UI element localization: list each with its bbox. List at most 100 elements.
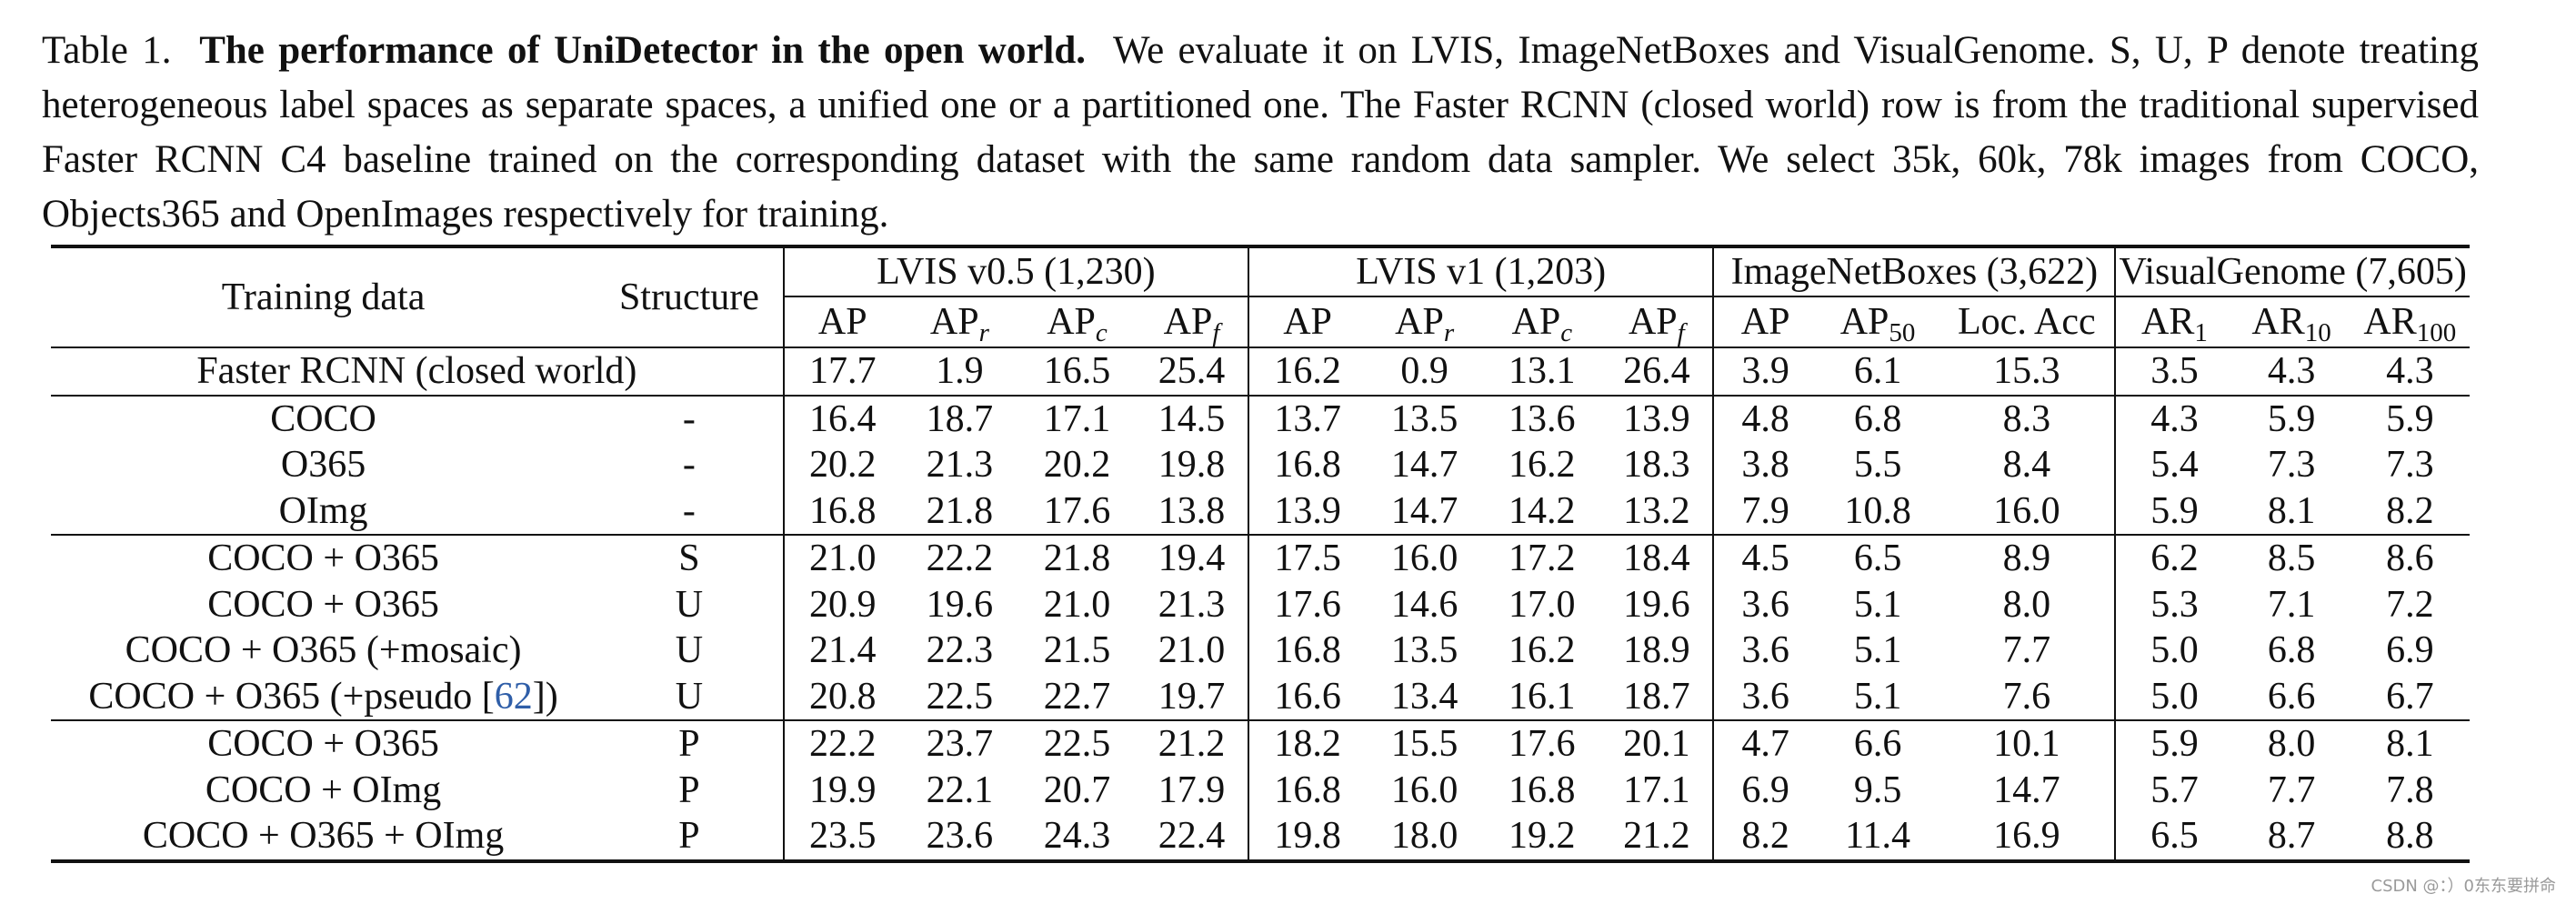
cell-value: 13.7 <box>1274 397 1341 440</box>
cell-value: 11.4 <box>1845 815 1911 858</box>
cell-value: 13.5 <box>1390 629 1458 672</box>
cell-value: 3.8 <box>1741 444 1789 487</box>
cell-value: 8.3 <box>1939 395 2117 442</box>
cell-value: 21.8 <box>926 489 994 532</box>
cell-value: 14.5 <box>1136 395 1250 442</box>
col-header: APr <box>929 301 989 347</box>
cell-value: 10.8 <box>1844 489 1911 532</box>
cell-value: 21.0 <box>1136 628 1250 674</box>
cell-value: 5.1 <box>1853 583 1902 626</box>
caption-label: Table 1. <box>42 29 172 72</box>
cell-value: 19.8 <box>1136 442 1250 488</box>
col-header: APf <box>1136 296 1250 347</box>
cell-value: 7.3 <box>2386 444 2434 487</box>
cell-value: 23.5 <box>809 815 877 858</box>
cell-structure: - <box>596 487 785 535</box>
cell-training-data: COCO + O365 + OImg <box>142 815 505 858</box>
cell-value: 18.2 <box>1274 723 1341 766</box>
cell-value: 8.9 <box>1939 535 2117 582</box>
cell-value: 16.6 <box>1274 675 1341 718</box>
cell-value: 5.9 <box>2386 397 2434 440</box>
cell-value: 14.2 <box>1509 489 1576 532</box>
cell-value: 6.9 <box>1741 768 1789 811</box>
cell-value: 5.1 <box>1853 629 1902 672</box>
header-training-data: Training data <box>221 276 426 318</box>
cell-value: 19.6 <box>1600 581 1715 628</box>
cell-value: 8.4 <box>1939 442 2117 488</box>
header-group-visualgenome: VisualGenome (7,605) <box>2115 246 2470 297</box>
col-header: AP <box>1740 301 1790 343</box>
cell-value: 21.2 <box>1136 720 1250 768</box>
cell-value: 21.2 <box>1600 813 1715 861</box>
cell-value: 22.7 <box>1043 675 1111 718</box>
cell-value: 17.9 <box>1136 767 1250 813</box>
cell-value: 25.4 <box>1136 347 1250 396</box>
cell-value: 7.2 <box>2386 583 2434 626</box>
cell-value: 22.2 <box>809 723 877 766</box>
table-row: O365-20.2 21.3 20.2 19.8 16.8 14.7 16.2 18.3 3.8… <box>51 442 2470 488</box>
citation-link[interactable]: 62 <box>494 675 533 718</box>
cell-value: 17.6 <box>1509 723 1576 766</box>
col-header: APr <box>1395 301 1455 347</box>
table-row: COCO + O365 (+mosaic) U 21.4 22.3 21.5 21.0 16… <box>51 628 2470 674</box>
cell-training-data: COCO + O365 <box>207 537 439 580</box>
cell-value: 17.1 <box>1043 397 1111 440</box>
cell-value: 13.6 <box>1509 397 1576 440</box>
cell-training-data: COCO + O365 <box>207 723 439 766</box>
cell-value: 6.2 <box>2150 537 2199 580</box>
col-header: AR100 <box>2363 301 2457 347</box>
cell-value: 20.2 <box>1043 444 1111 487</box>
cell-value: 21.0 <box>1043 583 1111 626</box>
cell-value: 17.6 <box>1043 489 1111 532</box>
cell-value: 8.2 <box>1741 815 1789 858</box>
table-row: COCO + O365 + OImg P 23.5 23.6 24.3 22.4 19.8 1… <box>51 813 2470 861</box>
cell-value: 6.5 <box>2150 815 2199 858</box>
cell-value: 6.6 <box>1853 723 1902 766</box>
cell-value: 8.1 <box>2267 489 2316 532</box>
cell-structure: S <box>596 535 785 582</box>
cell-value: 10.1 <box>1939 720 2117 768</box>
cell-value: 16.5 <box>1043 350 1111 393</box>
cell-value: 5.7 <box>2150 768 2199 811</box>
cell-value: 18.9 <box>1600 628 1715 674</box>
cell-training-data: COCO + O365 (+pseudo [62]) <box>88 675 558 718</box>
cell-training-data: Faster RCNN (closed world) <box>51 347 785 396</box>
cell-value: 9.5 <box>1853 768 1902 811</box>
cell-value: 16.0 <box>1939 487 2117 535</box>
cell-structure: U <box>596 628 785 674</box>
cell-value: 5.1 <box>1853 675 1902 718</box>
cell-value: 14.6 <box>1390 583 1458 626</box>
cell-value: 20.9 <box>809 583 877 626</box>
cell-value: 4.7 <box>1741 723 1789 766</box>
cell-training-data: COCO + OImg <box>205 768 442 811</box>
cell-value: 5.5 <box>1853 444 1902 487</box>
table-row: OImg -16.8 21.8 17.6 13.8 13.9 14.7 14.2 13.2 7.9… <box>51 487 2470 535</box>
cell-structure: - <box>596 395 785 442</box>
col-header: AP <box>817 301 867 343</box>
cell-value: 3.6 <box>1741 629 1789 672</box>
cell-value: 6.8 <box>1853 397 1902 440</box>
table-row: Faster RCNN (closed world) 17.7 1.9 16.5 25.… <box>51 347 2470 396</box>
header-group-imagenetboxes: ImageNetBoxes (3,622) <box>1713 246 2117 297</box>
cell-value: 18.0 <box>1390 815 1458 858</box>
table-row: COCO + OImg P 19.9 22.1 20.7 17.9 16.8 16.0 16.8… <box>51 767 2470 813</box>
caption-title: The performance of UniDetector in the op… <box>199 29 1087 72</box>
cell-value: 19.8 <box>1274 815 1341 858</box>
cell-value: 16.8 <box>1509 768 1576 811</box>
results-table: Training data Structure LVIS v0.5 (1,230… <box>51 245 2470 863</box>
cell-value: 8.8 <box>2386 815 2434 858</box>
cell-value: 5.9 <box>2150 723 2199 766</box>
cell-value: 6.9 <box>2386 629 2434 672</box>
cell-value: 21.8 <box>1043 537 1111 580</box>
caption-body: We evaluate it on LVIS, ImageNetBoxes an… <box>42 29 2479 236</box>
cell-value: 18.4 <box>1600 535 1715 582</box>
cell-value: 8.6 <box>2386 537 2434 580</box>
cell-value: 6.5 <box>1853 537 1902 580</box>
cell-value: 4.3 <box>2386 350 2434 393</box>
table-row: COCO + O365 (+pseudo [62]) U 20.8 22.5 22.7 1… <box>51 673 2470 720</box>
cell-value: 1.9 <box>936 350 984 393</box>
table-row: COCO + O365 U 20.9 19.6 21.0 21.3 17.6 14.6 17.0… <box>51 581 2470 628</box>
cell-value: 20.2 <box>809 444 877 487</box>
cell-value: 3.5 <box>2150 350 2199 393</box>
cell-value: 7.9 <box>1741 489 1789 532</box>
